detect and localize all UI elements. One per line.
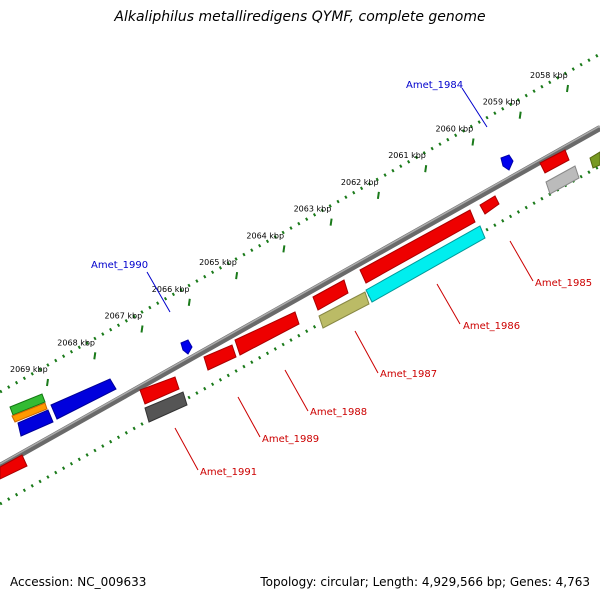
scale-label: 2062 kbp xyxy=(341,178,379,187)
scale-label: 2061 kbp xyxy=(388,151,426,160)
scale-label: 2065 kbp xyxy=(199,258,237,267)
gene-label-amet-1991[interactable]: Amet_1991 xyxy=(200,467,257,478)
gene-block-amet-1987[interactable] xyxy=(318,291,370,329)
genome-backbone xyxy=(0,125,600,469)
gene-block-amet-1991-red[interactable] xyxy=(139,376,180,405)
gene-label-amet-1985[interactable]: Amet_1985 xyxy=(535,278,592,289)
scale-tick xyxy=(187,298,191,306)
map-title: Alkaliphilus metalliredigens QYMF, compl… xyxy=(114,9,486,25)
gene-block-amet-1985-a[interactable] xyxy=(539,149,570,174)
scale-tick xyxy=(46,378,49,387)
scale-label: 2063 kbp xyxy=(294,205,332,214)
gene-block-grey-right[interactable] xyxy=(545,165,580,195)
scale-label: 2060 kbp xyxy=(436,125,474,134)
gene-block-blue-small[interactable] xyxy=(17,409,54,437)
scale-label: 2058 kbp xyxy=(530,71,568,80)
gene-block-amet-1986[interactable] xyxy=(365,225,486,303)
gene-block-amet-1991[interactable] xyxy=(144,391,188,423)
gene-label-amet-1990[interactable]: Amet_1990 xyxy=(91,260,148,271)
gene-label-amet-1984[interactable]: Amet_1984 xyxy=(406,80,463,91)
scale-labels: 2058 kbp 2059 kbp 2060 kbp 2061 kbp 2062 kbp… xyxy=(10,71,568,374)
scale-tick xyxy=(424,165,428,173)
gene-block-orange[interactable] xyxy=(11,402,48,423)
scale-ticks xyxy=(46,84,569,387)
scale-label: 2064 kbp xyxy=(246,231,284,240)
scale-tick xyxy=(282,245,286,253)
scale-label: 2067 kbp xyxy=(105,312,143,321)
gene-block-amet-1990[interactable] xyxy=(180,339,193,355)
gene-block-left-red[interactable] xyxy=(0,454,28,480)
gene-block-amet-1989[interactable] xyxy=(203,344,237,371)
gene-label-amet-1986[interactable]: Amet_1986 xyxy=(463,321,520,332)
scale-tick xyxy=(566,84,569,93)
gene-block-green[interactable] xyxy=(9,393,46,416)
gene-block-blue-large[interactable] xyxy=(50,378,117,420)
scale-tick xyxy=(518,111,522,119)
scale-label: 2059 kbp xyxy=(483,98,521,107)
genome-summary: Topology: circular; Length: 4,929,566 bp… xyxy=(260,575,590,589)
gene-block-olive-right[interactable] xyxy=(589,151,600,169)
gene-label-amet-1988[interactable]: Amet_1988 xyxy=(310,407,367,418)
gene-features xyxy=(0,149,600,480)
gene-block-amet-1987-red[interactable] xyxy=(312,279,349,311)
scale-tick xyxy=(376,191,380,200)
scale-tick xyxy=(329,218,333,226)
gene-label-amet-1989[interactable]: Amet_1989 xyxy=(262,434,319,445)
scale-tick xyxy=(471,138,475,146)
scale-tick xyxy=(235,271,239,280)
gene-label-amet-1987[interactable]: Amet_1987 xyxy=(380,369,437,380)
scale-track-lower xyxy=(0,164,600,506)
scale-tick xyxy=(140,325,144,333)
genome-backbone-highlight xyxy=(0,125,600,465)
scale-label: 2068 kbp xyxy=(57,338,95,347)
accession-text: Accession: NC_009633 xyxy=(10,575,147,589)
scale-label: 2069 kbp xyxy=(10,365,48,374)
gene-block-amet-1988[interactable] xyxy=(234,311,300,356)
scale-tick xyxy=(93,352,97,360)
gene-block-amet-1986-red[interactable] xyxy=(359,209,476,284)
gene-block-amet-1985[interactable] xyxy=(479,195,500,215)
label-connectors xyxy=(146,87,534,471)
scale-label: 2066 kbp xyxy=(152,285,190,294)
gene-block-amet-1984[interactable] xyxy=(500,154,514,171)
